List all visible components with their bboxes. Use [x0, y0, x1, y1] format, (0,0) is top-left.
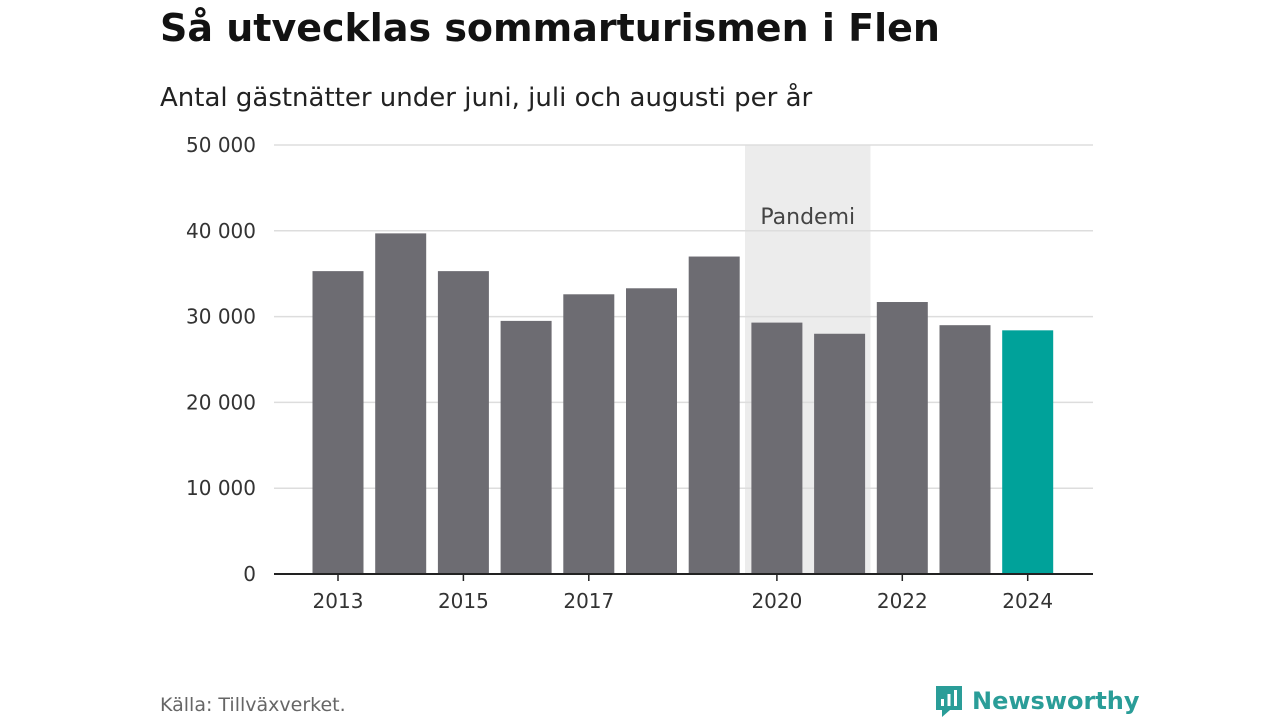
bar-chart: Pandemi 0 10 000 20 000 30 000 40 000 50 000 20… — [186, 133, 1093, 613]
annotation-label: Pandemi — [760, 205, 855, 230]
x-tick-label: 2022 — [877, 589, 928, 613]
chart-subtitle: Antal gästnätter under juni, juli och au… — [160, 83, 813, 113]
bars — [312, 233, 1054, 574]
bar-2022 — [876, 302, 928, 574]
x-tick-label: 2020 — [751, 589, 802, 613]
bar-2024 — [1002, 330, 1054, 574]
x-tick-label: 2024 — [1002, 589, 1053, 613]
y-tick-label: 20 000 — [186, 390, 256, 414]
x-tick-label: 2013 — [313, 589, 364, 613]
bar-2023 — [939, 325, 991, 574]
source-note: Källa: Tillväxverket. — [160, 694, 346, 716]
bar-2015 — [437, 271, 489, 574]
y-tick-label: 10 000 — [186, 476, 256, 500]
bar-2016 — [500, 320, 552, 574]
bar-2014 — [375, 233, 427, 574]
y-tick-label: 30 000 — [186, 305, 256, 329]
tick-labels: Pandemi 0 10 000 20 000 30 000 40 000 50 000 20… — [186, 133, 1053, 613]
bar-2013 — [312, 271, 364, 574]
newsworthy-logo-icon — [936, 686, 962, 717]
bar-2021 — [814, 333, 866, 574]
y-tick-label: 0 — [243, 562, 256, 586]
logo-text: Newsworthy — [972, 687, 1140, 715]
x-tick-label: 2017 — [563, 589, 614, 613]
bar-2017 — [563, 294, 615, 574]
bar-2020 — [751, 322, 803, 574]
chart-title: Så utvecklas sommarturismen i Flen — [160, 6, 940, 50]
newsworthy-logo: Newsworthy — [934, 684, 1140, 718]
y-tick-label: 50 000 — [186, 133, 256, 157]
bar-2019 — [688, 256, 740, 574]
bar-2018 — [626, 288, 677, 574]
x-tick-label: 2015 — [438, 589, 489, 613]
y-tick-label: 40 000 — [186, 219, 256, 243]
axes — [274, 573, 1093, 581]
